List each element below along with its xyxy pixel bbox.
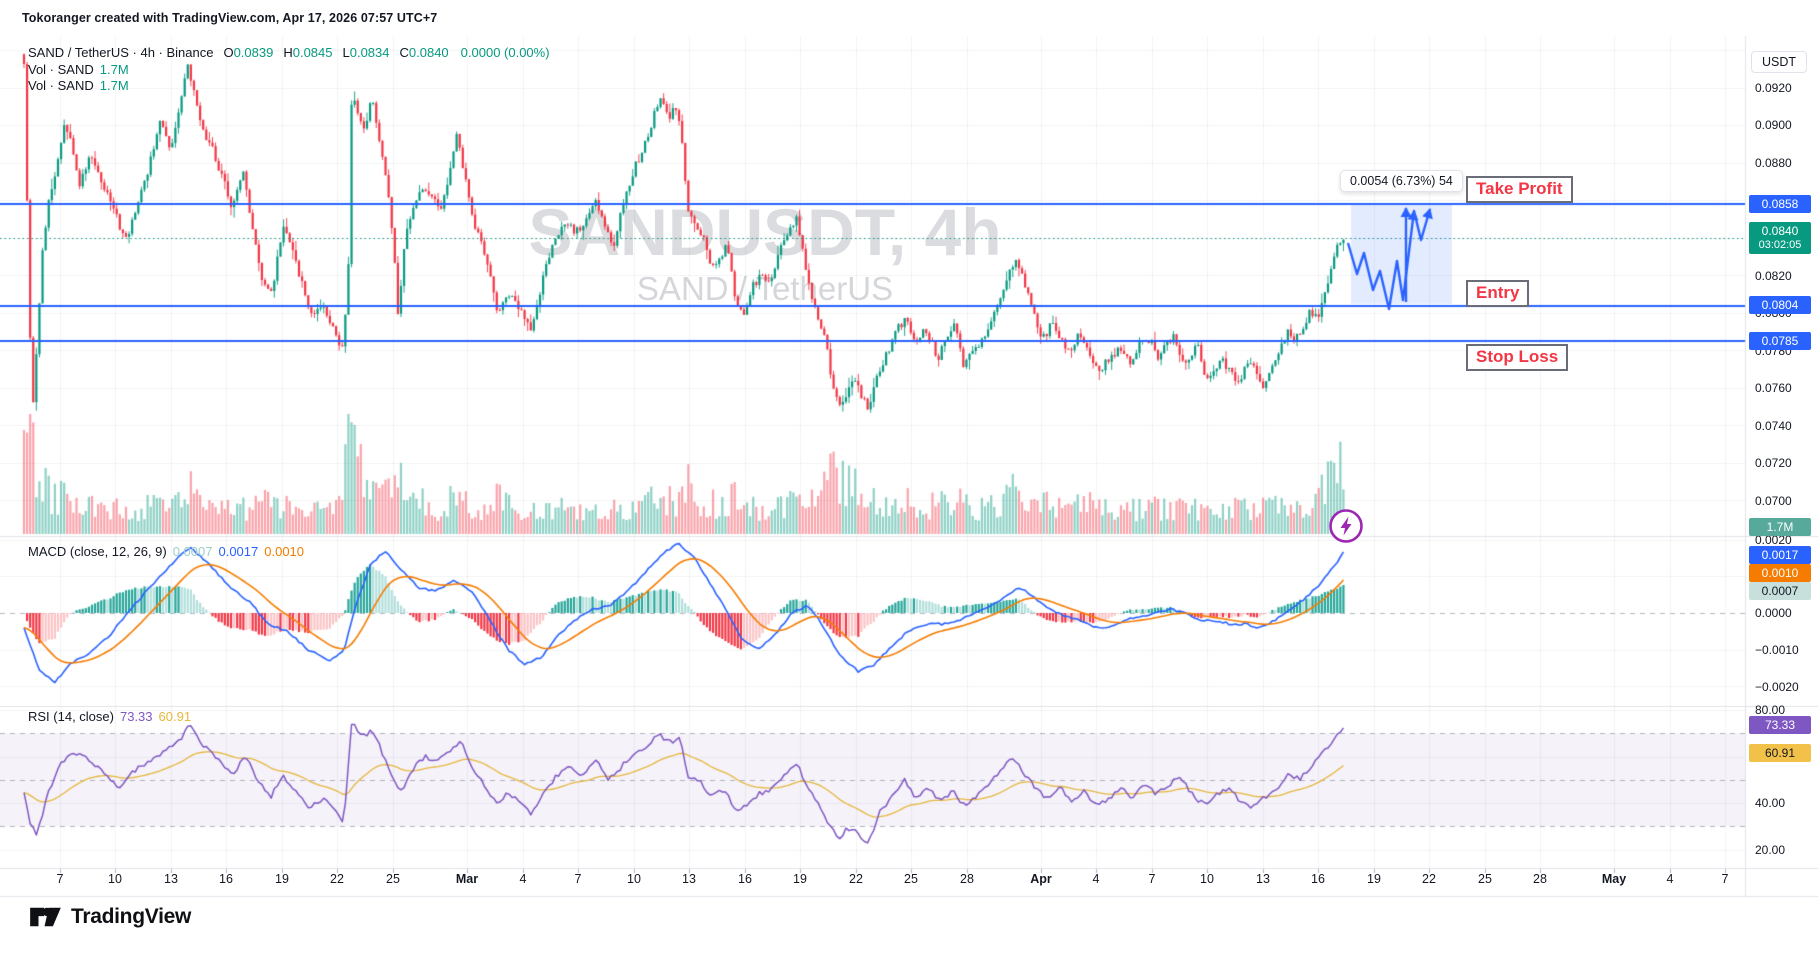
axis-price-label: 0.0000 — [1755, 606, 1792, 620]
axis-price-label: 80.00 — [1755, 703, 1786, 717]
flash-icon[interactable] — [1327, 507, 1365, 545]
axis-price-badge: 0.0017 — [1749, 546, 1811, 564]
currency-toggle[interactable]: USDT — [1751, 51, 1808, 73]
axis-time-label: 13 — [1256, 872, 1270, 886]
axis-time-label: 28 — [1533, 872, 1547, 886]
axis-time-label: 4 — [1092, 872, 1100, 886]
axis-time-label: May — [1601, 872, 1627, 886]
axis-price-label: 0.0720 — [1755, 456, 1792, 470]
rsi-value: 73.33 — [119, 709, 153, 724]
axis-price-label: 0.0700 — [1755, 494, 1792, 508]
ohlc-close: C0.0840 — [399, 45, 449, 60]
ohlc-high: H0.0845 — [283, 45, 333, 60]
ohlc-low: L0.0834 — [342, 45, 390, 60]
axis-time-label: 7 — [1148, 872, 1156, 886]
axis-time-label: 19 — [1367, 872, 1381, 886]
macd-line-value: 0.0017 — [218, 544, 259, 559]
axis-time-label: 25 — [904, 872, 918, 886]
tradingview-logo-icon — [30, 907, 61, 927]
entry-label[interactable]: Entry — [1466, 280, 1530, 307]
axis-time-label: 7 — [56, 872, 64, 886]
macd-hist-value: 0.0007 — [172, 544, 213, 559]
volume-value-1: 1.7M — [99, 62, 129, 77]
axis-time-label: 16 — [1311, 872, 1325, 886]
tradingview-logo-text: TradingView — [71, 905, 192, 928]
axis-time-label: 10 — [1200, 872, 1214, 886]
take-profit-label[interactable]: Take Profit — [1466, 176, 1573, 203]
attribution-watermark: Tokoranger created with TradingView.com,… — [22, 11, 438, 25]
axis-time-label: 10 — [627, 872, 641, 886]
axis-time-label: 19 — [275, 872, 289, 886]
axis-price-label: 0.0820 — [1755, 269, 1792, 283]
rsi-legend-row[interactable]: RSI (14, close) 73.33 60.91 — [28, 709, 192, 724]
axis-price-label: 40.00 — [1755, 796, 1786, 810]
volume-legend-row-2[interactable]: Vol · SAND 1.7M — [28, 78, 129, 93]
axis-price-label: 0.0020 — [1755, 533, 1792, 547]
axis-time-label: 25 — [386, 872, 400, 886]
axis-price-label: 0.0880 — [1755, 156, 1792, 170]
axis-price-label: 0.0920 — [1755, 81, 1792, 95]
ohlc-open: O0.0839 — [223, 45, 274, 60]
macd-legend-row[interactable]: MACD (close, 12, 26, 9) 0.0007 0.0017 0.… — [28, 544, 305, 559]
symbol-legend-row[interactable]: SAND / TetherUS · 4h · Binance O0.0839 H… — [28, 45, 550, 60]
axis-time-label: Mar — [455, 872, 479, 886]
axis-time-label: 13 — [164, 872, 178, 886]
axis-price-badge: 0.0804 — [1749, 296, 1811, 314]
axis-price-badge: 60.91 — [1749, 744, 1811, 762]
axis-time-label: Apr — [1030, 872, 1052, 886]
symbol-title[interactable]: SAND / TetherUS · 4h · Binance — [28, 45, 214, 60]
axis-price-label: 20.00 — [1755, 843, 1786, 857]
axis-time-label: 25 — [1478, 872, 1492, 886]
axis-price-badge: 0.0007 — [1749, 582, 1811, 600]
axis-price-badge: 1.7M — [1749, 518, 1811, 536]
axis-price-label: −0.0020 — [1755, 680, 1799, 694]
axis-time-label: 4 — [1666, 872, 1674, 886]
macd-signal-value: 0.0010 — [264, 544, 305, 559]
axis-time-label: 7 — [574, 872, 582, 886]
axis-price-label: 0.0760 — [1755, 381, 1792, 395]
axis-price-badge: 73.33 — [1749, 716, 1811, 734]
axis-time-label: 22 — [1422, 872, 1436, 886]
stop-loss-label[interactable]: Stop Loss — [1466, 344, 1569, 371]
volume-legend-row-1[interactable]: Vol · SAND 1.7M — [28, 62, 129, 77]
tradingview-logo[interactable]: TradingView — [28, 904, 191, 930]
axis-price-badge: 0.0840 03:02:05 — [1749, 222, 1811, 254]
axis-time-label: 10 — [108, 872, 122, 886]
axis-price-badge: 0.0858 — [1749, 195, 1811, 213]
rsi-ma-value: 60.91 — [158, 709, 192, 724]
axis-price-badge: 0.0010 — [1749, 564, 1811, 582]
axis-time-label: 16 — [738, 872, 752, 886]
axis-time-label: 16 — [219, 872, 233, 886]
axis-price-label: −0.0010 — [1755, 643, 1799, 657]
axis-time-label: 13 — [682, 872, 696, 886]
axis-price-label: 0.0900 — [1755, 118, 1792, 132]
axis-time-label: 22 — [330, 872, 344, 886]
axis-time-label: 4 — [519, 872, 527, 886]
axis-price-badge: 0.0785 — [1749, 332, 1811, 350]
axis-time-label: 7 — [1721, 872, 1729, 886]
axis-time-label: 19 — [793, 872, 807, 886]
volume-value-2: 1.7M — [99, 78, 129, 93]
measure-tooltip: 0.0054 (6.73%) 54 — [1340, 170, 1463, 192]
change-value: 0.0000 (0.00%) — [460, 45, 550, 60]
axis-price-label: 0.0740 — [1755, 419, 1792, 433]
axis-time-label: 22 — [849, 872, 863, 886]
axis-time-label: 28 — [960, 872, 974, 886]
